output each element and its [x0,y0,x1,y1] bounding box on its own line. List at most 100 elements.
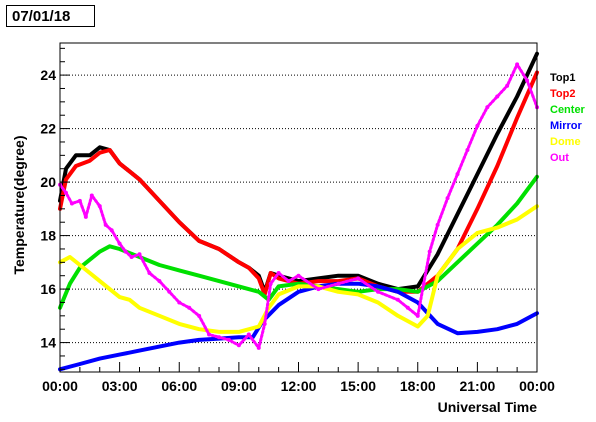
data-point-mirror [237,335,241,339]
x-tick-label: 21:00 [459,378,495,394]
data-point-center [416,290,420,294]
data-point-dome [436,274,440,278]
legend-item-dome: Dome [550,136,581,148]
data-point-top2 [64,177,68,182]
data-point-dome [376,300,380,305]
x-tick-label: 06:00 [161,378,197,394]
x-tick-label: 12:00 [281,378,317,394]
data-point-top2 [74,164,78,168]
data-point-out [226,337,231,342]
y-tick-label: 24 [40,67,56,83]
data-point-center [108,244,112,248]
data-point-mirror [277,303,281,307]
data-point-center [455,260,460,264]
series-line-top2 [58,70,539,297]
data-point-mirror [118,353,122,357]
data-point-dome [127,298,132,302]
data-point-top2 [475,207,479,211]
series-line-dome [58,204,539,334]
data-point-center [68,282,72,286]
data-point-top1 [64,167,68,171]
data-point-dome [68,255,72,259]
data-point-top1 [475,172,479,176]
data-point-mirror [376,284,380,289]
data-point-center [277,284,281,289]
data-point-dome [336,290,340,294]
data-point-out [316,287,321,292]
data-point-dome [197,327,201,331]
data-point-top2 [257,276,261,280]
data-point-out [117,241,122,246]
data-point-center [197,274,201,278]
data-point-out [123,249,128,254]
data-point-center [98,250,102,254]
data-point-top1 [495,132,499,136]
data-point-dome [356,292,360,297]
data-point-dome [396,314,400,318]
data-point-dome [217,330,221,334]
data-point-dome [515,217,519,222]
data-point-center [157,263,161,267]
data-point-mirror [98,357,102,361]
data-point-out [395,297,400,302]
data-point-mirror [475,330,479,334]
data-point-out [129,254,134,259]
data-point-dome [137,306,142,310]
y-axis-label: Temperature(degree) [11,135,27,274]
data-point-center [237,284,241,289]
data-point-out [147,271,152,276]
data-point-out [485,105,490,110]
data-point-out [276,271,281,276]
data-point-top2 [197,239,201,243]
data-point-out [495,94,500,99]
data-point-top2 [217,247,221,251]
data-point-center [118,247,122,251]
data-point-mirror [416,300,420,305]
legend-item-top2: Top2 [550,88,575,100]
data-point-top2 [98,151,102,155]
data-point-out [376,289,380,294]
data-point-out [137,252,142,257]
data-point-top2 [515,116,519,120]
data-point-out [455,172,460,177]
x-axis-label: Universal Time [438,399,538,415]
x-tick-label: 15:00 [340,378,376,394]
data-point-dome [118,295,122,299]
data-point-mirror [78,362,82,366]
data-point-out [109,228,114,233]
y-tick-label: 16 [40,281,56,297]
series-line-center [58,174,539,310]
data-point-out [246,332,251,337]
y-tick-label: 18 [40,228,56,244]
data-point-dome [296,284,301,289]
data-point-out [207,332,212,337]
data-point-out [427,249,432,254]
data-point-out [217,335,221,340]
data-point-dome [157,314,161,318]
x-tick-label: 09:00 [221,378,257,394]
data-point-out [262,321,267,326]
legend-item-center: Center [550,104,586,116]
data-point-top2 [88,159,92,163]
data-point-out [167,289,172,294]
plot-frame [59,42,538,373]
data-point-dome [475,231,479,235]
data-point-out [197,313,202,318]
data-point-top1 [88,153,92,157]
chart-title: 07/01/18 [12,8,71,25]
y-tick-label: 22 [40,121,56,137]
data-point-out [445,196,450,201]
data-point-mirror [177,340,181,345]
data-point-top1 [416,284,420,289]
data-point-out [296,273,301,278]
data-point-out [405,305,410,310]
data-point-top2 [495,164,499,168]
data-point-dome [237,330,241,334]
data-point-dome [416,324,420,329]
data-point-out [421,281,426,286]
data-point-mirror [356,282,360,286]
data-point-out [63,190,68,195]
data-point-top2 [157,199,161,203]
data-point-mirror [515,322,519,326]
